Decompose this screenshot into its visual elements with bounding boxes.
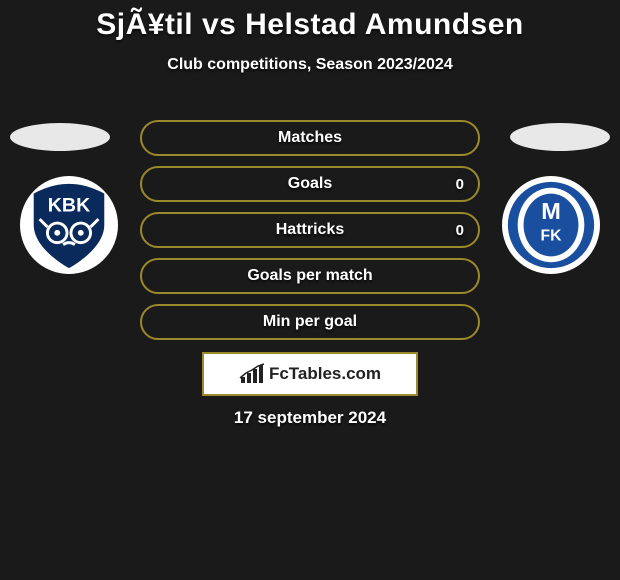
stat-bar-label: Matches bbox=[278, 129, 342, 147]
stat-bar-goals-per-match: Goals per match bbox=[140, 258, 480, 294]
team-logo-right-icon: M FK bbox=[502, 176, 600, 274]
stat-bars: Matches Goals 0 Hattricks 0 Goals per ma… bbox=[140, 120, 480, 350]
stat-bar-label: Goals bbox=[288, 175, 332, 193]
stat-bar-matches: Matches bbox=[140, 120, 480, 156]
stat-bar-right-value: 0 bbox=[456, 176, 464, 193]
brand-text: FcTables.com bbox=[269, 364, 381, 384]
team-logo-left: KBK bbox=[20, 176, 118, 274]
team-left-badge-text: KBK bbox=[48, 194, 90, 216]
team-right-badge-text-top: M bbox=[541, 198, 561, 224]
page-title: SjÃ¥til vs Helstad Amundsen bbox=[0, 0, 620, 42]
team-logo-left-icon: KBK bbox=[20, 176, 118, 274]
stat-bar-label: Min per goal bbox=[263, 313, 357, 331]
player-photo-left-placeholder bbox=[10, 123, 110, 151]
date-text: 17 september 2024 bbox=[0, 408, 620, 428]
stat-bar-label: Hattricks bbox=[276, 221, 344, 239]
team-logo-right: M FK bbox=[502, 176, 600, 274]
player-photo-right-placeholder bbox=[510, 123, 610, 151]
stat-bar-hattricks: Hattricks 0 bbox=[140, 212, 480, 248]
stat-bar-goals: Goals 0 bbox=[140, 166, 480, 202]
team-right-badge-text-bottom: FK bbox=[541, 228, 563, 245]
brand-box[interactable]: FcTables.com bbox=[202, 352, 418, 396]
bar-chart-icon bbox=[239, 363, 265, 385]
stat-bar-right-value: 0 bbox=[456, 222, 464, 239]
stat-bar-min-per-goal: Min per goal bbox=[140, 304, 480, 340]
stat-bar-label: Goals per match bbox=[247, 267, 372, 285]
subtitle: Club competitions, Season 2023/2024 bbox=[0, 56, 620, 74]
